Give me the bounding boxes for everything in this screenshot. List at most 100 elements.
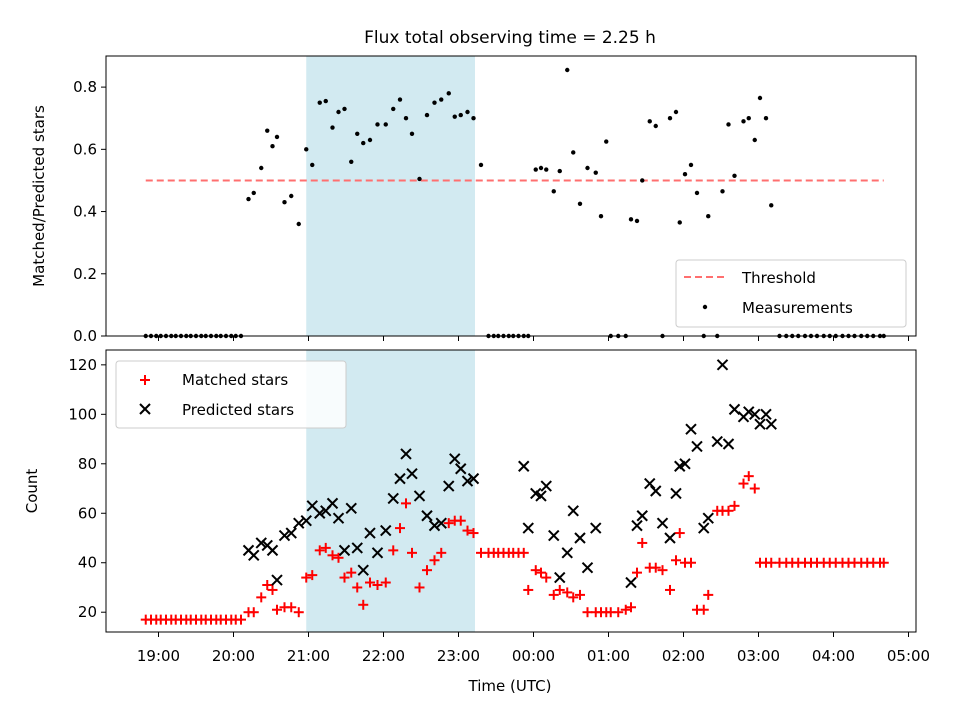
measurement-point <box>452 114 457 119</box>
matched-point <box>372 580 383 590</box>
matched-point <box>248 607 259 618</box>
x-ticks-bottom: 19:00 20:00 21:00 22:00 23:00 00:00 01:00 02:00… <box>137 632 930 665</box>
measurement-point <box>593 170 598 175</box>
matched-point <box>333 552 344 563</box>
matched-point <box>548 589 559 600</box>
matched-point <box>749 483 760 494</box>
matched-point <box>301 572 312 583</box>
predicted-point <box>351 542 363 554</box>
predicted-point <box>698 522 710 534</box>
matched-point <box>388 545 399 556</box>
x-tick-label: 03:00 <box>737 647 780 665</box>
matched-point <box>352 582 363 593</box>
matched-point <box>462 525 473 536</box>
predicted-point <box>554 571 566 584</box>
measurement-point <box>304 147 309 152</box>
predicted-point <box>293 517 305 529</box>
predicted-point <box>561 547 573 559</box>
measurement-point <box>397 97 403 102</box>
matched-point <box>236 614 246 625</box>
predicted-point <box>400 448 412 460</box>
measurement-point <box>706 214 711 219</box>
measurement-point <box>653 123 658 129</box>
matched-point <box>518 547 529 558</box>
measurement-point <box>673 109 679 115</box>
measurement-point <box>544 167 549 172</box>
predicted-point <box>332 512 345 524</box>
y-ticks-bottom: 20 40 60 80 100 120 <box>68 356 106 621</box>
measurement-point <box>640 178 645 183</box>
matched-point <box>530 565 541 576</box>
predicted-point <box>650 485 662 497</box>
predicted-point <box>413 490 426 502</box>
matched-point <box>272 604 282 615</box>
matched-point <box>878 557 889 568</box>
y-tick-label: 0.8 <box>73 78 97 96</box>
x-axis-label: Time (UTC) <box>468 677 552 695</box>
measurement-point <box>533 167 538 172</box>
predicted-point <box>371 547 384 559</box>
measurement-point <box>667 116 673 121</box>
predicted-point <box>644 477 656 490</box>
measurement-point <box>355 131 360 136</box>
measurement-point <box>682 172 688 177</box>
panel-top-frame <box>105 55 917 337</box>
predicted-point <box>248 549 260 562</box>
measurement-point <box>432 100 437 105</box>
y-ticks-top: 0.0 0.2 0.4 0.6 0.8 <box>73 78 106 345</box>
predicted-point <box>656 517 669 529</box>
legend-top: Threshold Measurements <box>675 259 907 328</box>
measurement-point <box>310 162 315 168</box>
measurement-point <box>282 200 287 205</box>
predicted-point <box>548 529 560 542</box>
y-tick-label: 0.4 <box>73 203 97 221</box>
legend-measurement-swatch <box>702 304 708 310</box>
x-tick-label: 05:00 <box>887 647 930 665</box>
measurement-point <box>565 67 570 73</box>
predicted-point <box>711 435 723 448</box>
measurement-point <box>367 137 373 143</box>
matched-point <box>436 547 447 558</box>
predicted-point <box>728 403 741 416</box>
x-tick-label: 23:00 <box>437 647 480 665</box>
measurement-point <box>417 176 422 182</box>
predicted-point <box>387 492 399 505</box>
measurement-point <box>577 201 583 206</box>
measurement-point <box>361 140 366 146</box>
y-tick-label: 0.2 <box>73 265 97 283</box>
shaded-band-top <box>306 56 475 336</box>
matched-point <box>575 589 585 600</box>
matched-point <box>738 478 749 489</box>
legend-matched-swatch <box>140 375 150 385</box>
x-tick-label: 04:00 <box>812 647 855 665</box>
y-tick-label: 80 <box>78 455 97 473</box>
matched-point <box>541 572 552 583</box>
measurement-point <box>647 119 652 124</box>
measurement-point <box>538 165 544 171</box>
predicted-point <box>691 440 703 453</box>
predicted-point <box>338 544 351 557</box>
measurement-point <box>694 190 700 196</box>
predicted-point <box>581 561 594 574</box>
predicted-point <box>702 512 714 524</box>
measurement-point <box>557 168 562 174</box>
legend-matched-label: Matched stars <box>182 371 288 389</box>
measurement-point <box>571 150 576 155</box>
matched-point <box>554 584 565 595</box>
x-ticks-top <box>158 336 909 341</box>
matched-point <box>455 515 466 526</box>
predicted-point <box>467 472 480 485</box>
legend-bottom: Matched stars Predicted stars <box>115 360 347 429</box>
measurement-point <box>383 122 388 127</box>
y-tick-label: 20 <box>78 603 97 621</box>
legend-bottom-box <box>115 360 347 429</box>
measurement-point <box>270 144 275 149</box>
predicted-point <box>278 529 291 542</box>
measurement-point <box>551 189 556 194</box>
measurement-point <box>757 95 763 101</box>
matched-point <box>380 577 391 588</box>
measurement-point <box>726 122 731 127</box>
matched-point <box>256 592 267 603</box>
predicted-point <box>345 502 357 515</box>
